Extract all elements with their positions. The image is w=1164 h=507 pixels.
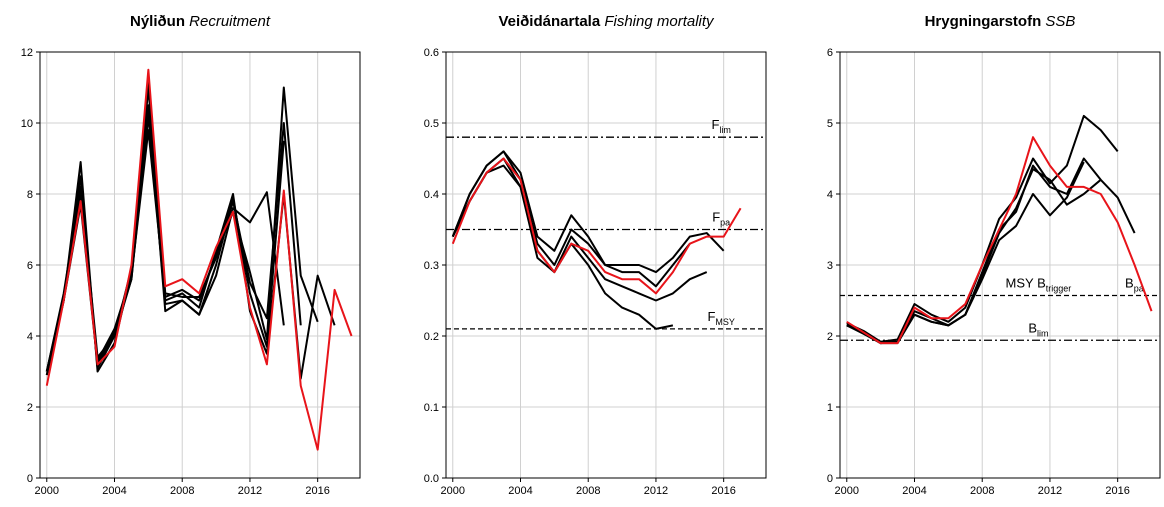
title-english: SSB (1045, 13, 1075, 30)
x-tick-label: 2004 (902, 485, 926, 497)
y-tick-label: 6 (827, 47, 833, 59)
plot-frame (445, 51, 767, 479)
x-tick-label: 2008 (576, 485, 600, 497)
y-tick-label: 0.3 (424, 260, 439, 272)
x-tick-label: 2008 (970, 485, 994, 497)
y-tick-label: 5 (827, 118, 833, 130)
series-line (451, 150, 691, 288)
panel-title: Nýliðun Recruitment (130, 13, 271, 30)
series-line (45, 68, 353, 451)
y-tick-label: 4 (827, 189, 833, 201)
y-tick-label: 0.4 (424, 189, 439, 201)
y-tick-label: 2 (27, 402, 33, 414)
title-english: Recruitment (189, 13, 271, 30)
y-tick-label: 1 (827, 402, 833, 414)
series-line (846, 168, 1102, 345)
x-tick-label: 2000 (35, 485, 59, 497)
reference-label: FMSY (707, 309, 734, 327)
panel: Nýliðun Recruitment 0 2 4 6 8 10 12 2000 2004 2008… (21, 13, 361, 497)
series-line (45, 79, 285, 372)
series-line (846, 157, 1136, 345)
series-line (846, 136, 1153, 345)
reference-label: Fpa (712, 210, 730, 228)
reference-label-text: F (711, 117, 719, 132)
x-tick-label: 2004 (102, 485, 126, 497)
y-tick-label: 0.1 (424, 402, 439, 414)
y-tick-label: 12 (21, 47, 33, 59)
panel-title: Veiðidánartala Fishing mortality (498, 13, 715, 30)
reference-label: Blim (1028, 320, 1048, 338)
x-tick-label: 2016 (711, 485, 735, 497)
reference-label: Bpa (1125, 276, 1144, 294)
x-tick-label: 2000 (835, 485, 859, 497)
reference-label-sub: pa (720, 218, 730, 228)
title-main: Veiðidánartala (498, 13, 600, 30)
panel: Hrygningarstofn SSB 0 1 2 3 4 5 6 2000 2004 2008 20… (827, 13, 1161, 497)
reference-label: Flim (711, 117, 730, 135)
title-main: Hrygningarstofn (925, 13, 1042, 30)
x-tick-label: 2016 (305, 485, 329, 497)
y-tick-label: 8 (27, 189, 33, 201)
series-line (45, 104, 285, 376)
y-tick-label: 3 (827, 260, 833, 272)
x-tick-label: 2012 (644, 485, 668, 497)
reference-label-text: F (712, 210, 720, 225)
series-line (846, 161, 1085, 345)
panel: Veiðidánartala Fishing mortality 0.0 0.1 0.… (424, 13, 767, 497)
y-tick-label: 0.0 (424, 473, 439, 485)
x-tick-label: 2004 (508, 485, 532, 497)
plot-frame (839, 51, 1161, 479)
y-tick-label: 2 (827, 331, 833, 343)
reference-label-text: F (707, 309, 715, 324)
reference-label-sub: lim (719, 125, 731, 135)
reference-label-text: B (1028, 320, 1037, 335)
y-tick-label: 4 (27, 331, 33, 343)
x-tick-label: 2008 (170, 485, 194, 497)
reference-label-sub: trigger (1046, 284, 1072, 294)
x-tick-label: 2012 (1038, 485, 1062, 497)
y-tick-label: 0.2 (424, 331, 439, 343)
series-line (45, 86, 336, 380)
plot-frame (39, 51, 361, 479)
panel-title: Hrygningarstofn SSB (925, 13, 1076, 30)
title-english: Fishing mortality (604, 13, 715, 30)
series-line (451, 157, 742, 295)
y-tick-label: 0 (827, 473, 833, 485)
x-tick-label: 2012 (238, 485, 262, 497)
y-tick-label: 10 (21, 118, 33, 130)
reference-label-sub: pa (1134, 284, 1144, 294)
y-tick-label: 0 (27, 473, 33, 485)
title-main: Nýliðun (130, 13, 185, 30)
reference-label-text: MSY B (1006, 276, 1046, 291)
y-tick-label: 0.6 (424, 47, 439, 59)
reference-label-sub: MSY (715, 317, 735, 327)
reference-label: MSY Btrigger (1006, 276, 1072, 294)
reference-label-text: B (1125, 276, 1134, 291)
y-tick-label: 6 (27, 260, 33, 272)
y-tick-label: 0.5 (424, 118, 439, 130)
x-tick-label: 2000 (441, 485, 465, 497)
x-tick-label: 2016 (1105, 485, 1129, 497)
reference-label-sub: lim (1037, 328, 1049, 338)
